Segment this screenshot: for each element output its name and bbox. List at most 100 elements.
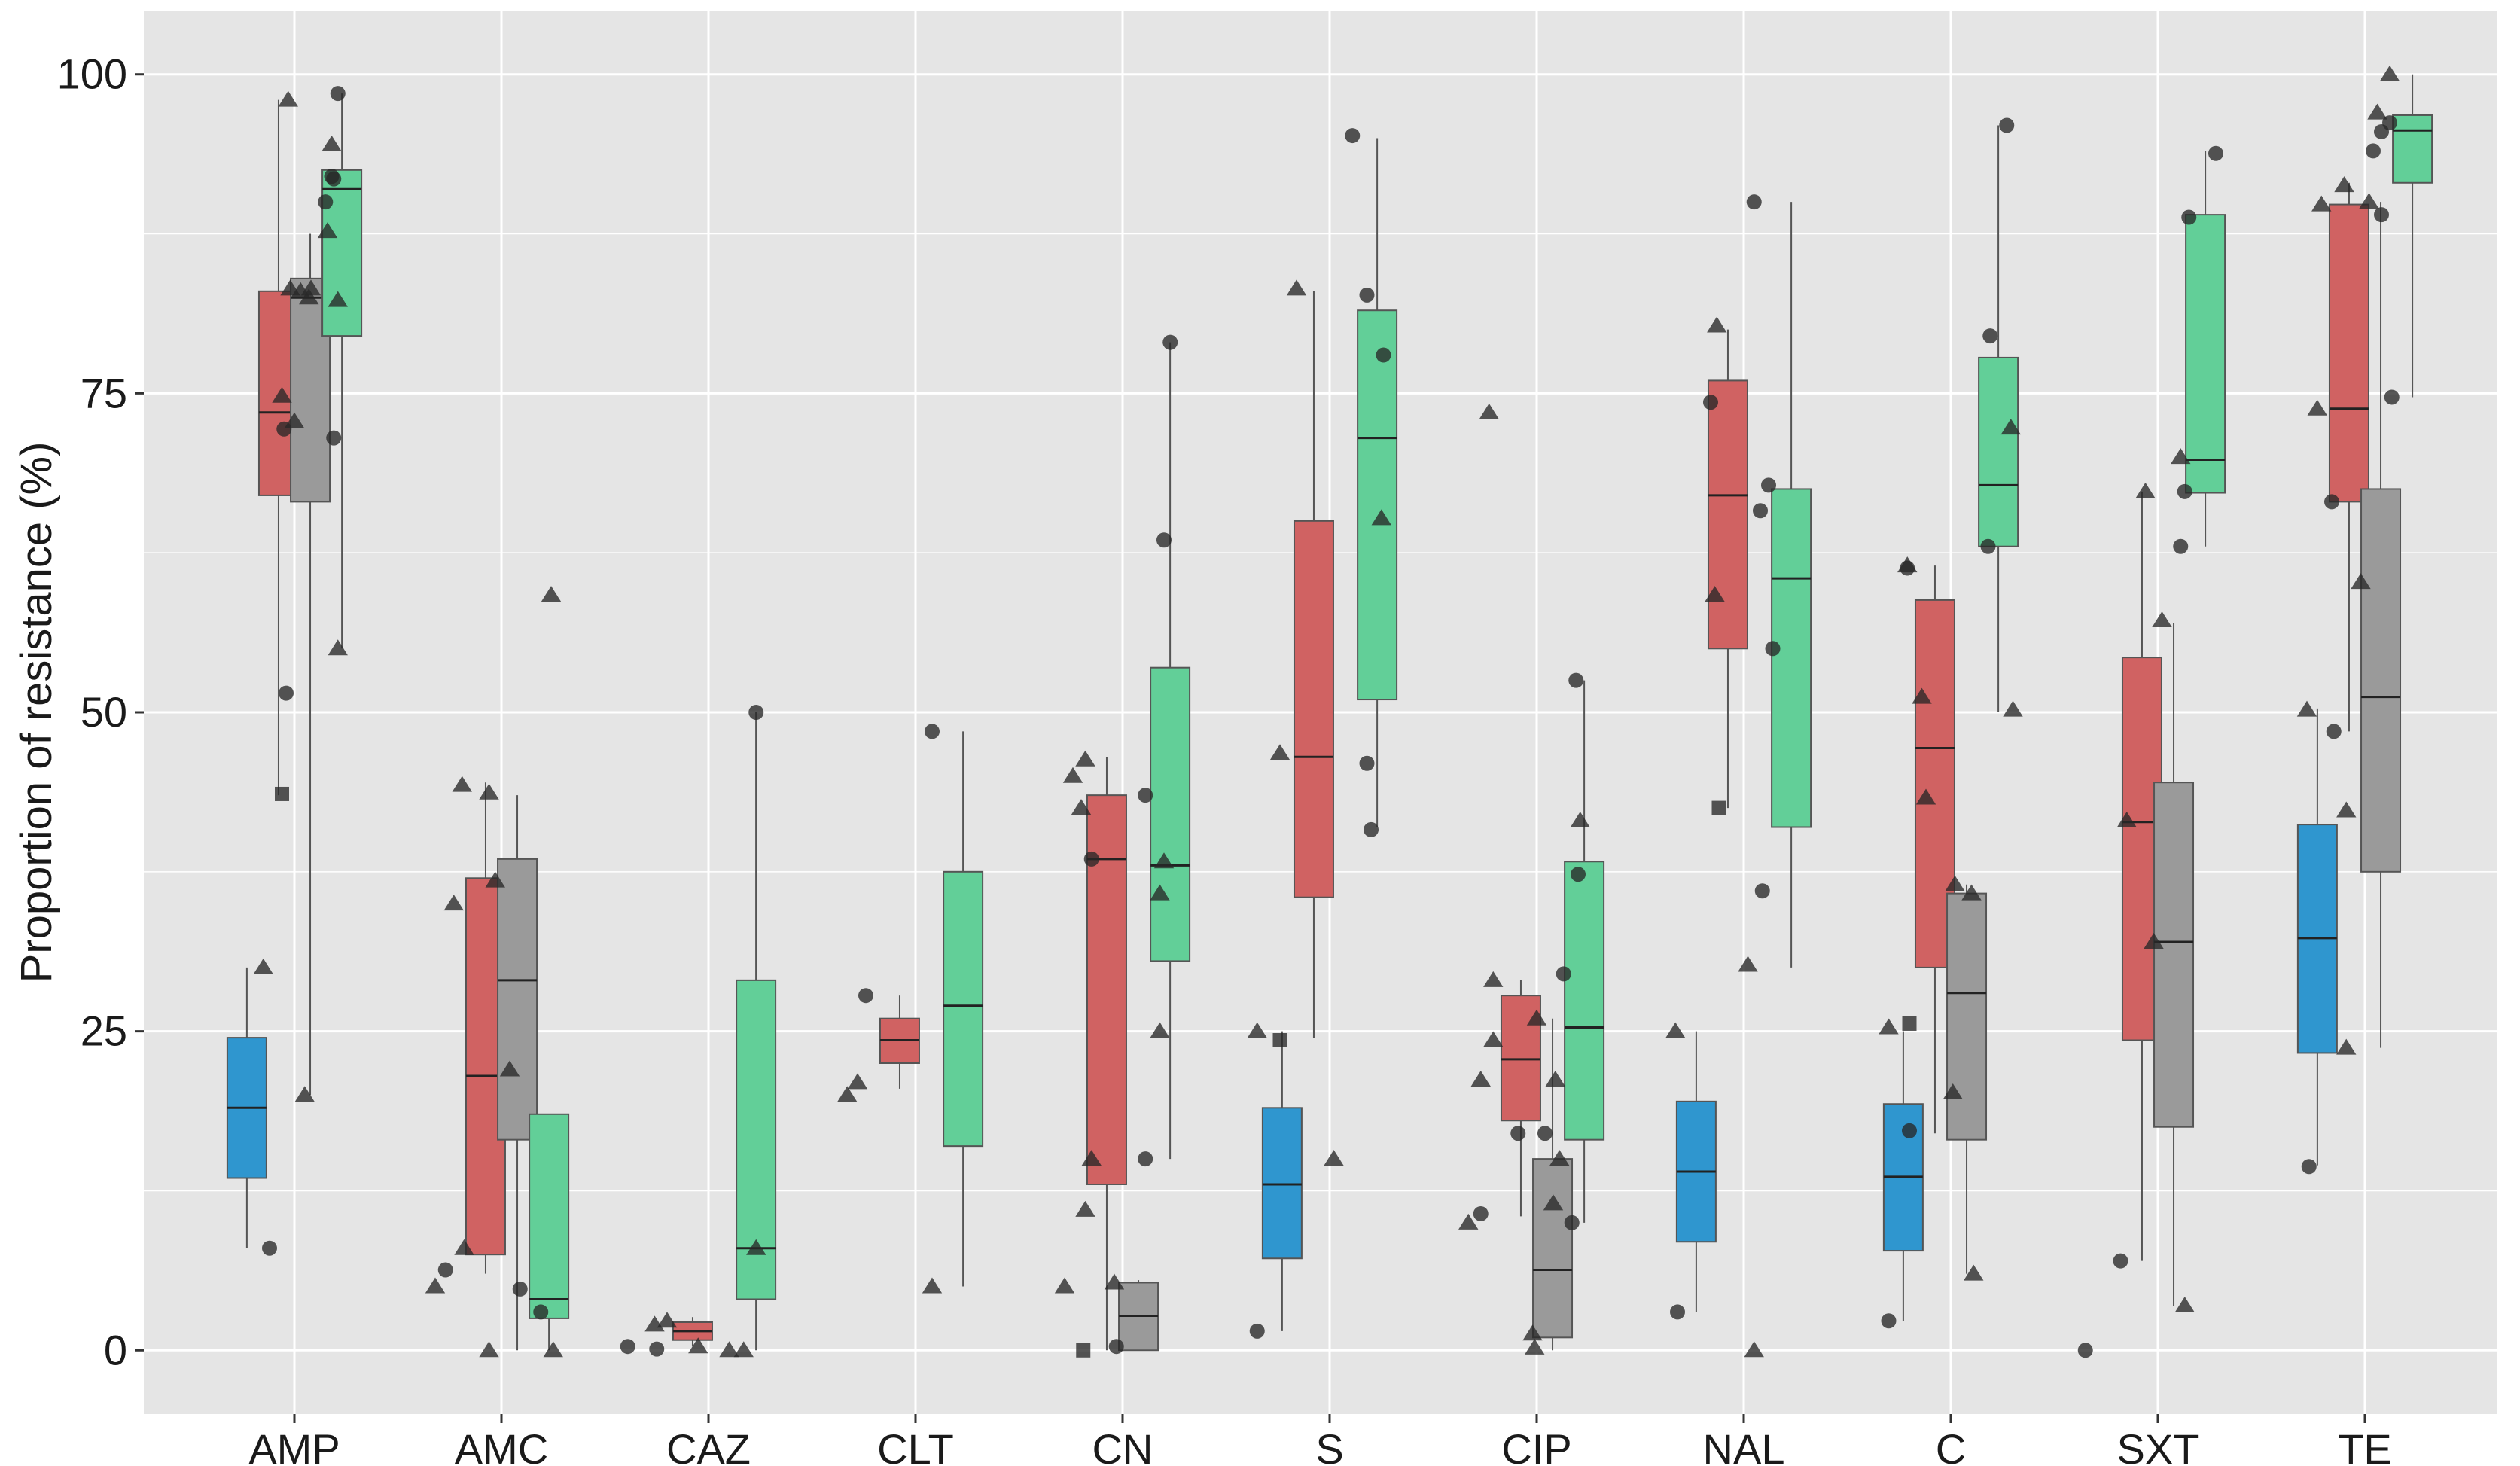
point-triangle xyxy=(1912,687,1932,704)
point-circle xyxy=(1670,1304,1685,1320)
point-triangle xyxy=(657,1312,678,1328)
point-circle xyxy=(1345,128,1361,144)
point-circle xyxy=(1746,194,1762,210)
point-triangle xyxy=(443,895,464,911)
point-triangle xyxy=(1964,1264,1984,1281)
point-circle xyxy=(326,171,342,187)
point-triangle xyxy=(253,958,273,974)
point-square xyxy=(1902,1016,1917,1031)
y-tick-label: 50 xyxy=(81,688,127,736)
box-cip xyxy=(1564,861,1605,1141)
point-circle xyxy=(2382,115,2397,131)
point-triangle xyxy=(1705,586,1725,602)
point-circle xyxy=(1249,1323,1265,1339)
y-axis-title: Proportion of resistance (%) xyxy=(12,442,61,983)
point-triangle xyxy=(2379,65,2400,81)
point-circle xyxy=(1376,347,1391,363)
point-triangle xyxy=(1543,1194,1564,1211)
point-circle xyxy=(1754,883,1770,899)
point-circle xyxy=(1999,117,2015,133)
point-triangle xyxy=(1247,1022,1267,1038)
point-circle xyxy=(1568,672,1584,688)
point-triangle xyxy=(2336,1038,2357,1055)
point-triangle xyxy=(2171,448,2191,465)
point-triangle xyxy=(746,1239,766,1255)
x-tick-label: NAL xyxy=(1703,1425,1785,1466)
point-circle xyxy=(1761,477,1776,493)
point-triangle xyxy=(2000,419,2021,435)
point-circle xyxy=(2301,1159,2317,1175)
point-triangle xyxy=(1526,1009,1547,1026)
x-tick-label: S xyxy=(1315,1425,1343,1466)
point-triangle xyxy=(425,1277,446,1294)
x-axis-ticks: AMP AMC CAZ CLT CN S CIP NAL C SXT TE xyxy=(248,1414,2392,1466)
point-triangle xyxy=(2359,193,2379,209)
point-circle xyxy=(1900,560,1915,576)
point-triangle xyxy=(1549,1150,1570,1166)
point-triangle xyxy=(1371,509,1391,526)
point-triangle xyxy=(541,586,562,602)
y-tick-label: 0 xyxy=(104,1326,127,1373)
point-circle xyxy=(925,724,940,739)
box-nal xyxy=(1771,488,1812,828)
x-tick-label: CIP xyxy=(1501,1425,1571,1466)
point-triangle xyxy=(1961,884,1982,901)
point-circle xyxy=(1703,395,1718,410)
point-circle xyxy=(279,685,294,701)
x-tick-label: SXT xyxy=(2117,1425,2199,1466)
point-triangle xyxy=(2311,195,2332,212)
point-square xyxy=(1076,1343,1091,1358)
point-triangle xyxy=(922,1277,943,1294)
point-circle xyxy=(2326,724,2342,739)
point-triangle xyxy=(1081,1150,1102,1166)
box-s xyxy=(1261,1107,1303,1260)
point-triangle xyxy=(2307,399,2327,416)
point-triangle xyxy=(543,1341,563,1358)
box-te xyxy=(2360,488,2402,873)
point-circle xyxy=(2374,207,2389,223)
point-triangle xyxy=(1470,1071,1491,1087)
box-amc xyxy=(529,1113,570,1319)
point-circle xyxy=(1138,1151,1153,1167)
x-tick-label: TE xyxy=(2338,1425,2392,1466)
point-triangle xyxy=(1150,884,1170,901)
point-triangle xyxy=(2296,700,2317,717)
box-s xyxy=(1357,309,1398,701)
box-cn xyxy=(1150,666,1191,962)
point-triangle xyxy=(278,90,298,107)
box-s xyxy=(1293,520,1334,898)
point-triangle xyxy=(1665,1022,1686,1038)
x-tick-label: CAZ xyxy=(666,1425,751,1466)
point-triangle xyxy=(2144,933,2164,949)
point-circle xyxy=(1902,1123,1917,1138)
point-triangle xyxy=(1522,1324,1543,1341)
point-circle xyxy=(1980,538,1996,554)
point-triangle xyxy=(1483,971,1504,987)
box-nal xyxy=(1707,379,1748,650)
point-circle xyxy=(262,1240,277,1256)
box-te xyxy=(2392,114,2433,184)
point-triangle xyxy=(272,386,292,403)
point-circle xyxy=(2077,1343,2093,1358)
point-circle xyxy=(1359,287,1375,303)
box-amc xyxy=(497,858,538,1141)
point-circle xyxy=(748,705,764,720)
point-triangle xyxy=(2174,1296,2195,1312)
point-triangle xyxy=(1707,316,1727,333)
box-sxt xyxy=(2185,214,2226,494)
point-triangle xyxy=(1945,875,1965,891)
point-triangle xyxy=(321,135,342,151)
point-circle xyxy=(1138,788,1153,803)
box-amp xyxy=(321,169,363,337)
point-triangle xyxy=(1269,744,1290,760)
point-circle xyxy=(1359,755,1375,771)
point-circle xyxy=(2208,145,2223,161)
point-triangle xyxy=(1744,1341,1764,1358)
point-triangle xyxy=(2135,482,2156,498)
point-triangle xyxy=(719,1341,739,1358)
point-circle xyxy=(1537,1126,1553,1141)
point-circle xyxy=(2173,538,2189,554)
point-triangle xyxy=(284,412,305,428)
point-triangle xyxy=(1062,767,1083,783)
point-triangle xyxy=(499,1060,520,1077)
